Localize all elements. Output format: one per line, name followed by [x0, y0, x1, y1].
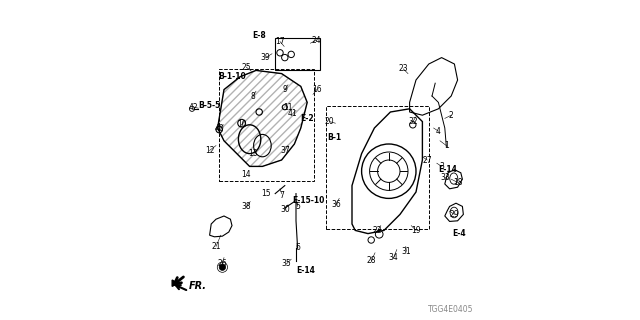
Text: 25: 25: [241, 63, 252, 72]
Text: 24: 24: [312, 36, 322, 44]
Text: 16: 16: [312, 85, 322, 94]
Text: 12: 12: [205, 146, 214, 155]
Text: 18: 18: [453, 178, 462, 187]
Text: B-1-10: B-1-10: [218, 72, 246, 81]
Text: 20: 20: [324, 117, 335, 126]
Text: 30: 30: [280, 205, 290, 214]
Text: 4: 4: [436, 127, 441, 136]
Text: 10: 10: [237, 120, 246, 129]
Text: 11: 11: [284, 103, 292, 112]
Text: 15: 15: [260, 189, 271, 198]
Text: E-14: E-14: [438, 165, 458, 174]
Text: E-4: E-4: [452, 229, 466, 238]
Text: TGG4E0405: TGG4E0405: [428, 305, 474, 314]
Text: 27: 27: [422, 156, 432, 164]
Text: 8: 8: [250, 92, 255, 100]
Text: 35: 35: [282, 260, 291, 268]
Text: 36: 36: [331, 200, 341, 209]
Text: 17: 17: [275, 37, 285, 46]
Text: 37: 37: [280, 146, 290, 155]
Text: 2: 2: [449, 111, 454, 120]
Text: 22: 22: [373, 226, 382, 235]
Circle shape: [219, 264, 226, 270]
Text: 7: 7: [279, 191, 284, 200]
Text: 39: 39: [260, 53, 271, 62]
Text: E-15-10: E-15-10: [292, 196, 325, 204]
Text: 3: 3: [439, 162, 444, 171]
Bar: [326, 106, 429, 229]
Text: 31: 31: [401, 247, 412, 256]
Bar: [219, 69, 314, 181]
Text: B-5-5: B-5-5: [198, 101, 221, 110]
Text: 38: 38: [241, 202, 252, 211]
Text: B-1: B-1: [327, 133, 342, 142]
Bar: [275, 38, 320, 70]
Text: 9: 9: [282, 85, 287, 94]
Text: 34: 34: [388, 253, 399, 262]
Text: E-8: E-8: [252, 31, 266, 40]
Text: 41: 41: [288, 109, 298, 118]
Text: E-2: E-2: [300, 114, 314, 123]
Text: E-14: E-14: [296, 266, 315, 275]
Text: FR.: FR.: [189, 281, 207, 292]
Text: 42: 42: [189, 103, 198, 112]
Polygon shape: [172, 280, 178, 286]
Text: 28: 28: [367, 256, 376, 265]
Text: 6: 6: [295, 244, 300, 252]
Text: 5: 5: [295, 202, 300, 211]
Text: 26: 26: [218, 260, 227, 268]
Text: 13: 13: [248, 149, 258, 158]
Text: 19: 19: [411, 226, 421, 235]
Text: 1: 1: [444, 141, 449, 150]
Text: 29: 29: [449, 210, 460, 219]
Text: 40: 40: [214, 124, 224, 132]
Text: 14: 14: [241, 170, 252, 179]
Text: 23: 23: [398, 64, 408, 73]
Text: 21: 21: [211, 242, 221, 251]
Text: 32: 32: [408, 117, 418, 126]
Text: 33: 33: [440, 173, 450, 182]
